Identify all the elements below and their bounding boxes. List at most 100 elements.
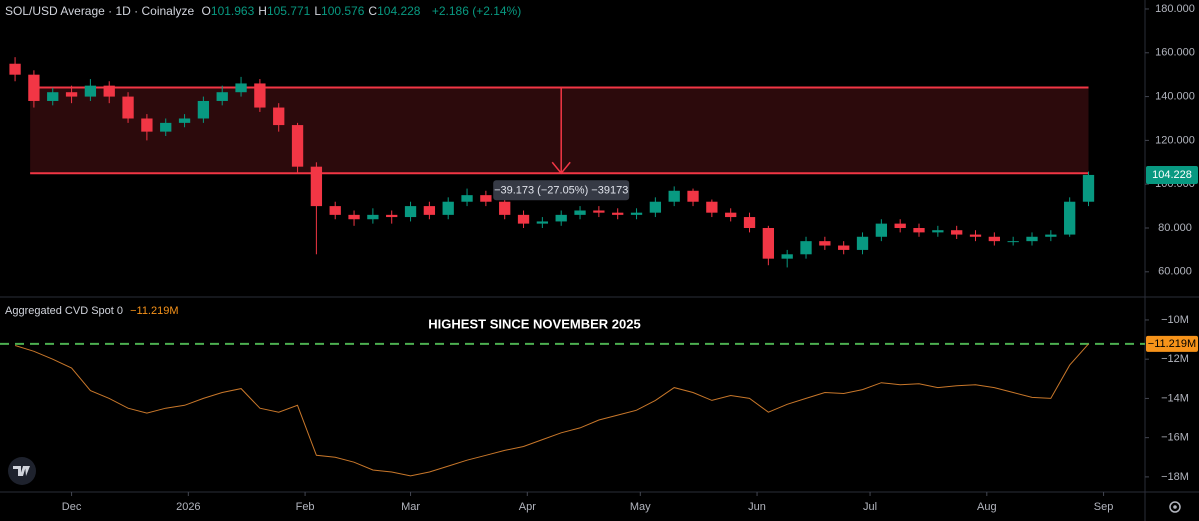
candle-body — [1007, 241, 1019, 243]
logo-mark[interactable] — [13, 466, 30, 476]
candle-body — [969, 234, 982, 237]
candle-body — [555, 214, 567, 222]
candle-body — [28, 74, 40, 101]
candle-body — [442, 201, 454, 215]
candle-body — [235, 83, 247, 93]
candle-body — [517, 214, 530, 224]
y-tick-label: −16M — [1161, 432, 1189, 444]
candle-body — [612, 212, 624, 215]
tv-logo[interactable] — [8, 457, 36, 485]
candle-body — [819, 241, 831, 246]
candle-body — [838, 245, 850, 250]
candle-body — [197, 100, 210, 119]
candle-body — [141, 118, 153, 132]
gear[interactable] — [1169, 501, 1181, 513]
candle-body — [913, 228, 925, 233]
candle-body — [367, 214, 379, 220]
reference-label: HIGHEST SINCE NOVEMBER 2025 — [428, 316, 640, 331]
candle-body — [593, 210, 605, 213]
ohlc-value: 105.771 — [266, 4, 311, 18]
last-price-box — [1146, 165, 1198, 184]
candle-body — [404, 206, 417, 218]
cvd-value: −11.219M — [130, 305, 179, 317]
candle-body — [856, 236, 869, 250]
gear-center[interactable] — [1173, 505, 1177, 509]
candle-body — [725, 212, 737, 218]
y-tick-label: 180.000 — [1155, 3, 1195, 15]
ohlc-value: 101.963 — [210, 4, 255, 18]
candle-body — [65, 92, 78, 97]
candle-body — [47, 92, 59, 101]
candle-body — [687, 190, 699, 202]
candle-body — [348, 214, 360, 220]
candle-body — [762, 228, 775, 259]
candle-body — [1045, 234, 1057, 237]
symbol-title: SOL/USD Average · 1D · Coinalyze — [5, 4, 195, 18]
change: +2.186 (+2.14%) — [431, 4, 522, 18]
candle-body — [310, 166, 323, 207]
y-tick-label: −14M — [1161, 392, 1189, 404]
candle-body — [800, 241, 812, 255]
x-tick-label: Jul — [863, 501, 877, 513]
price-legend: SOL/USD Average · 1D · Coinalyze O101.96… — [5, 4, 525, 18]
x-tick-label: May — [630, 501, 651, 513]
candle-body — [386, 214, 398, 218]
ohlc-key: H — [258, 4, 267, 18]
ohlc-key: C — [368, 4, 378, 18]
candle-body — [706, 201, 718, 213]
candle-body — [216, 92, 228, 101]
cvd-value-box — [1146, 335, 1198, 352]
candle-body — [743, 217, 756, 229]
y-tick-label: 140.000 — [1155, 90, 1195, 102]
candle-body — [1026, 236, 1038, 242]
x-tick-label: Aug — [977, 501, 997, 513]
candle-body — [329, 206, 341, 215]
settings-icon[interactable] — [1169, 501, 1181, 513]
candle-body — [461, 195, 473, 202]
ohlc-value: 104.228 — [377, 4, 421, 18]
candle-body — [9, 63, 21, 75]
y-tick-label: 120.000 — [1155, 134, 1195, 146]
y-tick-label: −10M — [1161, 314, 1189, 326]
candle-body — [574, 210, 586, 215]
candle-body — [178, 118, 191, 123]
candle-body — [84, 85, 97, 97]
candle-body — [160, 122, 172, 132]
cvd-legend: Aggregated CVD Spot 0 −11.219M — [5, 305, 183, 317]
ohlc-value: 100.576 — [321, 4, 365, 18]
last-price-label: 104.228 — [1152, 169, 1192, 181]
candle-body — [536, 221, 549, 224]
x-tick-label: Feb — [296, 501, 315, 513]
candle-body — [103, 85, 115, 97]
cvd-line — [14, 343, 1089, 477]
y-tick-label: 160.000 — [1155, 47, 1195, 59]
candle-body — [649, 201, 662, 213]
candle-body — [988, 236, 1000, 242]
candle-body — [875, 223, 887, 237]
candle-body — [122, 96, 134, 119]
price-pane: −39.173 (−27.05%) −39173 — [9, 57, 1095, 268]
candle-body — [291, 125, 304, 167]
candle-body — [668, 190, 680, 202]
candle-body — [894, 223, 906, 229]
x-tick-label: 2026 — [176, 501, 200, 513]
cvd-title: Aggregated CVD Spot 0 — [5, 305, 124, 317]
measure-label: −39.173 (−27.05%) −39173 — [494, 185, 628, 197]
x-tick-label: Mar — [401, 501, 420, 513]
candle-body — [1082, 174, 1095, 202]
candle-body — [273, 107, 285, 126]
range-box — [30, 87, 1089, 174]
candle-body — [254, 83, 266, 108]
ohlc-key: O — [201, 4, 211, 18]
candle-body — [951, 230, 963, 235]
candle-body — [932, 230, 944, 233]
x-tick-label: Jun — [748, 501, 766, 513]
candle-body — [423, 206, 436, 215]
y-tick-label: 60.000 — [1158, 266, 1192, 278]
ohlc-key: L — [314, 4, 322, 18]
candle-body — [499, 201, 511, 215]
ohlc: O101.963 H105.771 L100.576 C104.228 — [202, 4, 425, 18]
candle-body — [1064, 201, 1076, 235]
